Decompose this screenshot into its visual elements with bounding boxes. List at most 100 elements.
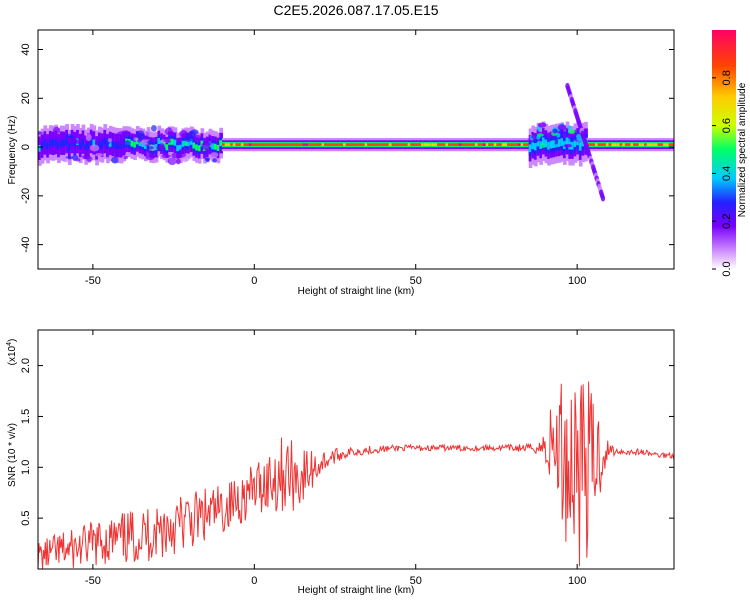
- snr-x-tick-label: 100: [568, 575, 586, 587]
- spectrogram-cell: [649, 143, 654, 146]
- spectrogram-cell: [340, 143, 345, 146]
- spectrogram-cell: [544, 139, 549, 148]
- snr-series-line: [38, 381, 674, 569]
- spectrogram-y-tick-label: -40: [20, 237, 32, 253]
- spectrogram-speckle: [50, 148, 57, 156]
- spectrogram-speckle: [201, 141, 211, 150]
- spectrogram-x-tick-label: 50: [410, 275, 422, 287]
- spectrogram-cell: [641, 143, 646, 146]
- spectrogram-speckle: [147, 130, 153, 138]
- spectrogram-cell: [302, 143, 307, 146]
- spectrogram-cell: [570, 141, 575, 150]
- spectrogram-cell: [404, 143, 409, 146]
- spectrogram-cell: [337, 143, 342, 146]
- spectrogram-speckle: [164, 127, 173, 136]
- spectrogram-cell: [232, 143, 237, 146]
- spectrogram-cell: [281, 143, 285, 146]
- spectrogram-cell: [372, 143, 377, 146]
- spectrogram-cell: [195, 144, 199, 151]
- colorbar: 0.0 0.2 0.4 0.6 0.8 Normalized spectral ampl…: [712, 30, 748, 277]
- spectrogram-cell: [423, 143, 428, 146]
- spectrogram-cell: [173, 139, 178, 146]
- spectrogram-cell: [549, 140, 554, 149]
- spectrogram-speckle: [537, 122, 547, 128]
- spectrogram-speckle: [212, 158, 217, 163]
- spectrogram-cell: [187, 140, 191, 147]
- spectrogram-cell: [273, 143, 277, 146]
- spectrogram-cell: [97, 140, 102, 148]
- spectrogram-cell: [283, 143, 288, 146]
- spectrogram-cell: [638, 143, 643, 146]
- spectrogram-cell: [418, 143, 423, 146]
- spectrogram-cell: [586, 143, 591, 146]
- spectrogram-cell: [528, 144, 533, 153]
- colorbar-tick-label: 0.4: [721, 166, 733, 181]
- spectrogram-diagonal-cell: [600, 195, 606, 202]
- spectrogram-cell: [230, 143, 234, 146]
- colorbar-axis: 0.0 0.2 0.4 0.6 0.8: [712, 70, 733, 277]
- spectrogram-cell: [361, 143, 366, 146]
- spectrogram-cell: [509, 143, 514, 146]
- spectrogram-speckle: [204, 157, 210, 161]
- spectrogram-cell: [671, 143, 674, 146]
- snr-y-multiplier: (x104): [6, 339, 18, 366]
- spectrogram-cell: [108, 140, 113, 147]
- spectrogram-cell: [353, 143, 358, 146]
- spectrogram-cell: [421, 143, 425, 146]
- spectrogram-cell: [450, 143, 455, 146]
- spectrogram-cell: [407, 143, 412, 146]
- spectrogram-cell: [448, 143, 452, 146]
- spectrogram-cell: [523, 143, 528, 146]
- spectrogram-cell: [286, 143, 291, 146]
- spectrogram-speckle: [136, 130, 145, 138]
- spectrogram-cell: [461, 143, 466, 146]
- snr-x-axis: -50 0 50 100: [85, 330, 586, 587]
- spectrogram-cell: [578, 142, 583, 151]
- spectrogram-cell: [81, 138, 86, 146]
- snr-y-label: SNR (10 * v/v): [7, 423, 18, 487]
- spectrogram-cell: [275, 143, 280, 146]
- spectrogram-cell: [383, 143, 388, 146]
- spectrogram-y-tick-label: 40: [20, 43, 32, 55]
- snr-y-tick-label: 1.5: [20, 409, 32, 424]
- spectrogram-cell: [474, 143, 479, 146]
- spectrogram-cell: [380, 143, 385, 146]
- spectrogram-speckle: [64, 133, 73, 139]
- spectrogram-x-tick-label: -50: [85, 275, 101, 287]
- spectrogram-speckle: [121, 130, 130, 134]
- snr-y-tick-label: 1.0: [20, 460, 32, 475]
- spectrogram-speckle: [178, 151, 187, 158]
- spectrogram-cell: [469, 143, 474, 146]
- spectrogram-speckle: [171, 152, 181, 159]
- spectrogram-cell: [51, 139, 56, 147]
- spectrogram-cell: [267, 143, 272, 146]
- spectrogram-heatmap: [38, 82, 674, 202]
- spectrogram-cell: [184, 139, 189, 146]
- spectrogram-cell: [504, 143, 509, 146]
- spectrogram-cell: [197, 145, 202, 152]
- spectrogram-cell: [493, 143, 498, 146]
- spectrogram-cell: [305, 143, 310, 146]
- spectrogram-cell: [100, 141, 105, 149]
- spectrogram-cell: [291, 143, 296, 146]
- snr-x-label: Height of straight line (km): [298, 585, 415, 596]
- spectrogram-cell: [605, 143, 610, 146]
- spectrogram-cell: [87, 141, 91, 149]
- spectrogram-cell: [278, 143, 283, 146]
- spectrogram-speckle: [69, 137, 78, 145]
- spectrogram-cell: [496, 143, 501, 146]
- spectrogram-cell: [348, 143, 353, 146]
- spectrogram-cell: [652, 143, 656, 146]
- spectrogram-cell: [48, 139, 53, 147]
- spectrogram-cell: [515, 143, 519, 146]
- colorbar-gradient: [712, 30, 736, 269]
- spectrogram-cell: [437, 143, 441, 146]
- spectrogram-cell: [630, 143, 635, 146]
- spectrogram-cell: [144, 142, 148, 149]
- spectrogram-cell: [359, 143, 363, 146]
- spectrogram-speckle: [163, 136, 171, 143]
- spectrogram-cell: [248, 143, 253, 146]
- colorbar-tick-label: 0.6: [721, 118, 733, 133]
- spectrogram-cell: [329, 143, 334, 146]
- snr-y-tick-label: 0.5: [20, 511, 32, 526]
